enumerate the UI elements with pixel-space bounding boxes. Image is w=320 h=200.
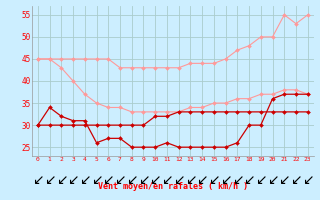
X-axis label: Vent moyen/en rafales ( km/h ): Vent moyen/en rafales ( km/h ) — [98, 182, 248, 191]
